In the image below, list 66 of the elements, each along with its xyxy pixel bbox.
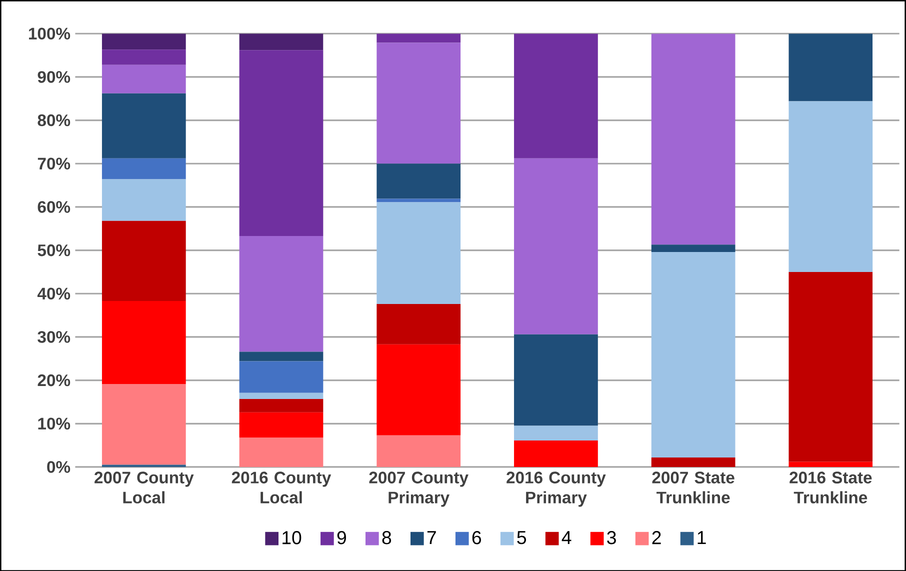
legend-label: 3 (607, 530, 616, 544)
bar (788, 33, 873, 101)
bar (651, 33, 736, 244)
bar (102, 220, 186, 301)
bar (376, 344, 461, 436)
bar (376, 198, 461, 202)
y-tick-label: 20% (38, 374, 70, 386)
bar (651, 457, 736, 467)
bar (514, 426, 598, 440)
x-tick-label: 2007 County Local (94, 471, 194, 504)
y-tick-label: 70% (38, 158, 70, 170)
y-tick-label: 60% (38, 200, 70, 213)
bar (102, 33, 186, 50)
bar (102, 158, 186, 179)
bar (102, 384, 186, 465)
bar (239, 437, 324, 467)
legend-label: 6 (472, 530, 481, 544)
y-tick-label: 40% (37, 288, 70, 300)
bar (376, 163, 461, 198)
bar (788, 272, 873, 462)
legend-label: 4 (562, 530, 572, 544)
bar (102, 178, 186, 221)
x-tick-label: 2016 State Trunkline (790, 471, 872, 504)
bar (239, 50, 324, 236)
x-tick-label: 2007 County Primary (369, 471, 468, 506)
y-tick-label: 0% (47, 460, 70, 473)
bar (788, 462, 873, 467)
bar (376, 42, 461, 164)
y-tick-label: 80% (38, 114, 70, 126)
x-tick-label: 2007 State Trunkline (652, 471, 734, 504)
bar (376, 435, 461, 467)
bar (102, 300, 186, 384)
bar (102, 49, 186, 65)
y-tick-label: 10% (38, 418, 70, 430)
legend-label: 5 (517, 530, 526, 544)
y-tick-label: 50% (38, 244, 70, 256)
bar (514, 33, 598, 158)
bar (514, 334, 598, 426)
y-tick-label: 100% (29, 28, 70, 40)
bar (239, 398, 324, 412)
bar (239, 33, 324, 50)
bar (514, 158, 598, 334)
bar (239, 392, 324, 399)
legend-label: 1 (698, 530, 706, 544)
legend-label: 8 (382, 530, 392, 544)
bar (102, 93, 186, 158)
bar (376, 33, 461, 42)
bar (376, 304, 461, 344)
y-tick-label: 30% (38, 330, 70, 343)
bar (102, 64, 186, 94)
bar (239, 351, 324, 361)
bar (788, 100, 873, 272)
y-tick-label: 90% (38, 70, 70, 83)
bar (239, 361, 324, 393)
legend-label: 10 (282, 530, 302, 544)
bar (514, 440, 598, 467)
bar (651, 252, 736, 458)
x-tick-label: 2016 County Local (232, 471, 332, 504)
bar (651, 244, 736, 252)
bar (239, 412, 324, 438)
legend-label: 9 (337, 530, 346, 544)
x-tick-label: 2016 County Primary (506, 471, 606, 506)
bar (376, 202, 461, 304)
legend-label: 2 (652, 530, 661, 544)
bar (239, 236, 324, 352)
legend-label: 7 (427, 530, 436, 544)
